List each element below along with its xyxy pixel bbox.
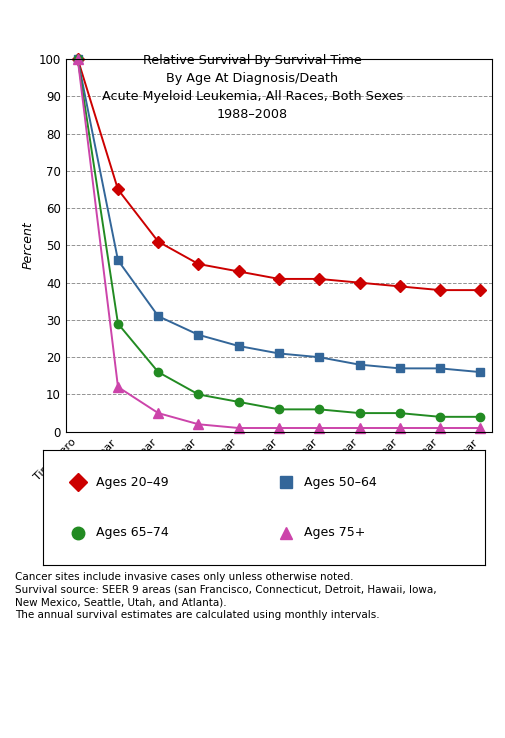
Text: Cancer sites include invasive cases only unless otherwise noted.
Survival source: Cancer sites include invasive cases only… [15, 572, 437, 621]
Y-axis label: Percent: Percent [21, 221, 34, 269]
Text: Ages 50–64: Ages 50–64 [304, 476, 376, 489]
Text: Ages 65–74: Ages 65–74 [96, 526, 169, 539]
Text: Ages 75+: Ages 75+ [304, 526, 365, 539]
X-axis label: Survival interval: Survival interval [228, 486, 330, 500]
Text: Ages 20–49: Ages 20–49 [96, 476, 169, 489]
Text: Relative Survival By Survival Time
By Age At Diagnosis/Death
Acute Myeloid Leuke: Relative Survival By Survival Time By Ag… [102, 54, 403, 121]
